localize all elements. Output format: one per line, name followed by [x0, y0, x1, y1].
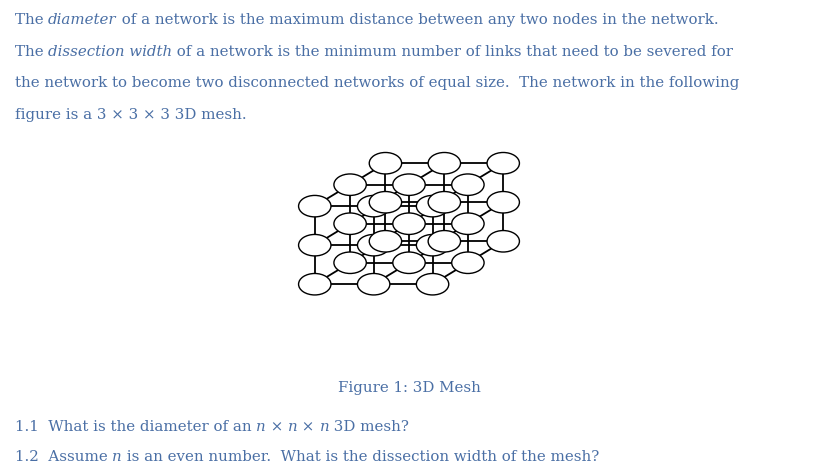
Ellipse shape: [334, 174, 366, 196]
Ellipse shape: [428, 152, 461, 174]
Ellipse shape: [428, 230, 461, 252]
Ellipse shape: [299, 235, 331, 256]
Ellipse shape: [393, 213, 425, 235]
Ellipse shape: [452, 174, 484, 196]
Text: 1.2  Assume: 1.2 Assume: [15, 450, 112, 464]
Text: n: n: [112, 450, 122, 464]
Text: ×: ×: [266, 420, 288, 434]
Text: the network to become two disconnected networks of equal size.  The network in t: the network to become two disconnected n…: [15, 76, 739, 90]
Ellipse shape: [299, 274, 331, 295]
Text: of a network is the maximum distance between any two nodes in the network.: of a network is the maximum distance bet…: [117, 13, 718, 27]
Text: is an even number.  What is the dissection width of the mesh?: is an even number. What is the dissectio…: [122, 450, 599, 464]
Text: figure is a 3 × 3 × 3 3D mesh.: figure is a 3 × 3 × 3 3D mesh.: [15, 108, 246, 121]
Ellipse shape: [369, 152, 402, 174]
Text: 1.1  What is the diameter of an: 1.1 What is the diameter of an: [15, 420, 256, 434]
Ellipse shape: [357, 196, 390, 217]
Text: ×: ×: [298, 420, 320, 434]
Text: dissection width: dissection width: [48, 45, 173, 59]
Ellipse shape: [428, 191, 461, 213]
Text: of a network is the minimum number of links that need to be severed for: of a network is the minimum number of li…: [173, 45, 733, 59]
Ellipse shape: [334, 252, 366, 274]
Text: The: The: [15, 45, 48, 59]
Ellipse shape: [393, 174, 425, 196]
Ellipse shape: [369, 230, 402, 252]
Ellipse shape: [334, 213, 366, 235]
Ellipse shape: [299, 196, 331, 217]
Text: 3D mesh?: 3D mesh?: [329, 420, 409, 434]
Text: n: n: [288, 420, 298, 434]
Ellipse shape: [393, 252, 425, 274]
Text: The: The: [15, 13, 48, 27]
Ellipse shape: [452, 252, 484, 274]
Text: diameter: diameter: [48, 13, 117, 27]
Text: n: n: [256, 420, 266, 434]
Ellipse shape: [487, 191, 519, 213]
Ellipse shape: [369, 191, 402, 213]
Ellipse shape: [416, 196, 449, 217]
Text: Figure 1: 3D Mesh: Figure 1: 3D Mesh: [338, 381, 480, 395]
Ellipse shape: [357, 274, 390, 295]
Ellipse shape: [487, 152, 519, 174]
Ellipse shape: [416, 274, 449, 295]
Text: n: n: [320, 420, 329, 434]
Ellipse shape: [357, 235, 390, 256]
Ellipse shape: [452, 213, 484, 235]
Ellipse shape: [487, 230, 519, 252]
Ellipse shape: [416, 235, 449, 256]
